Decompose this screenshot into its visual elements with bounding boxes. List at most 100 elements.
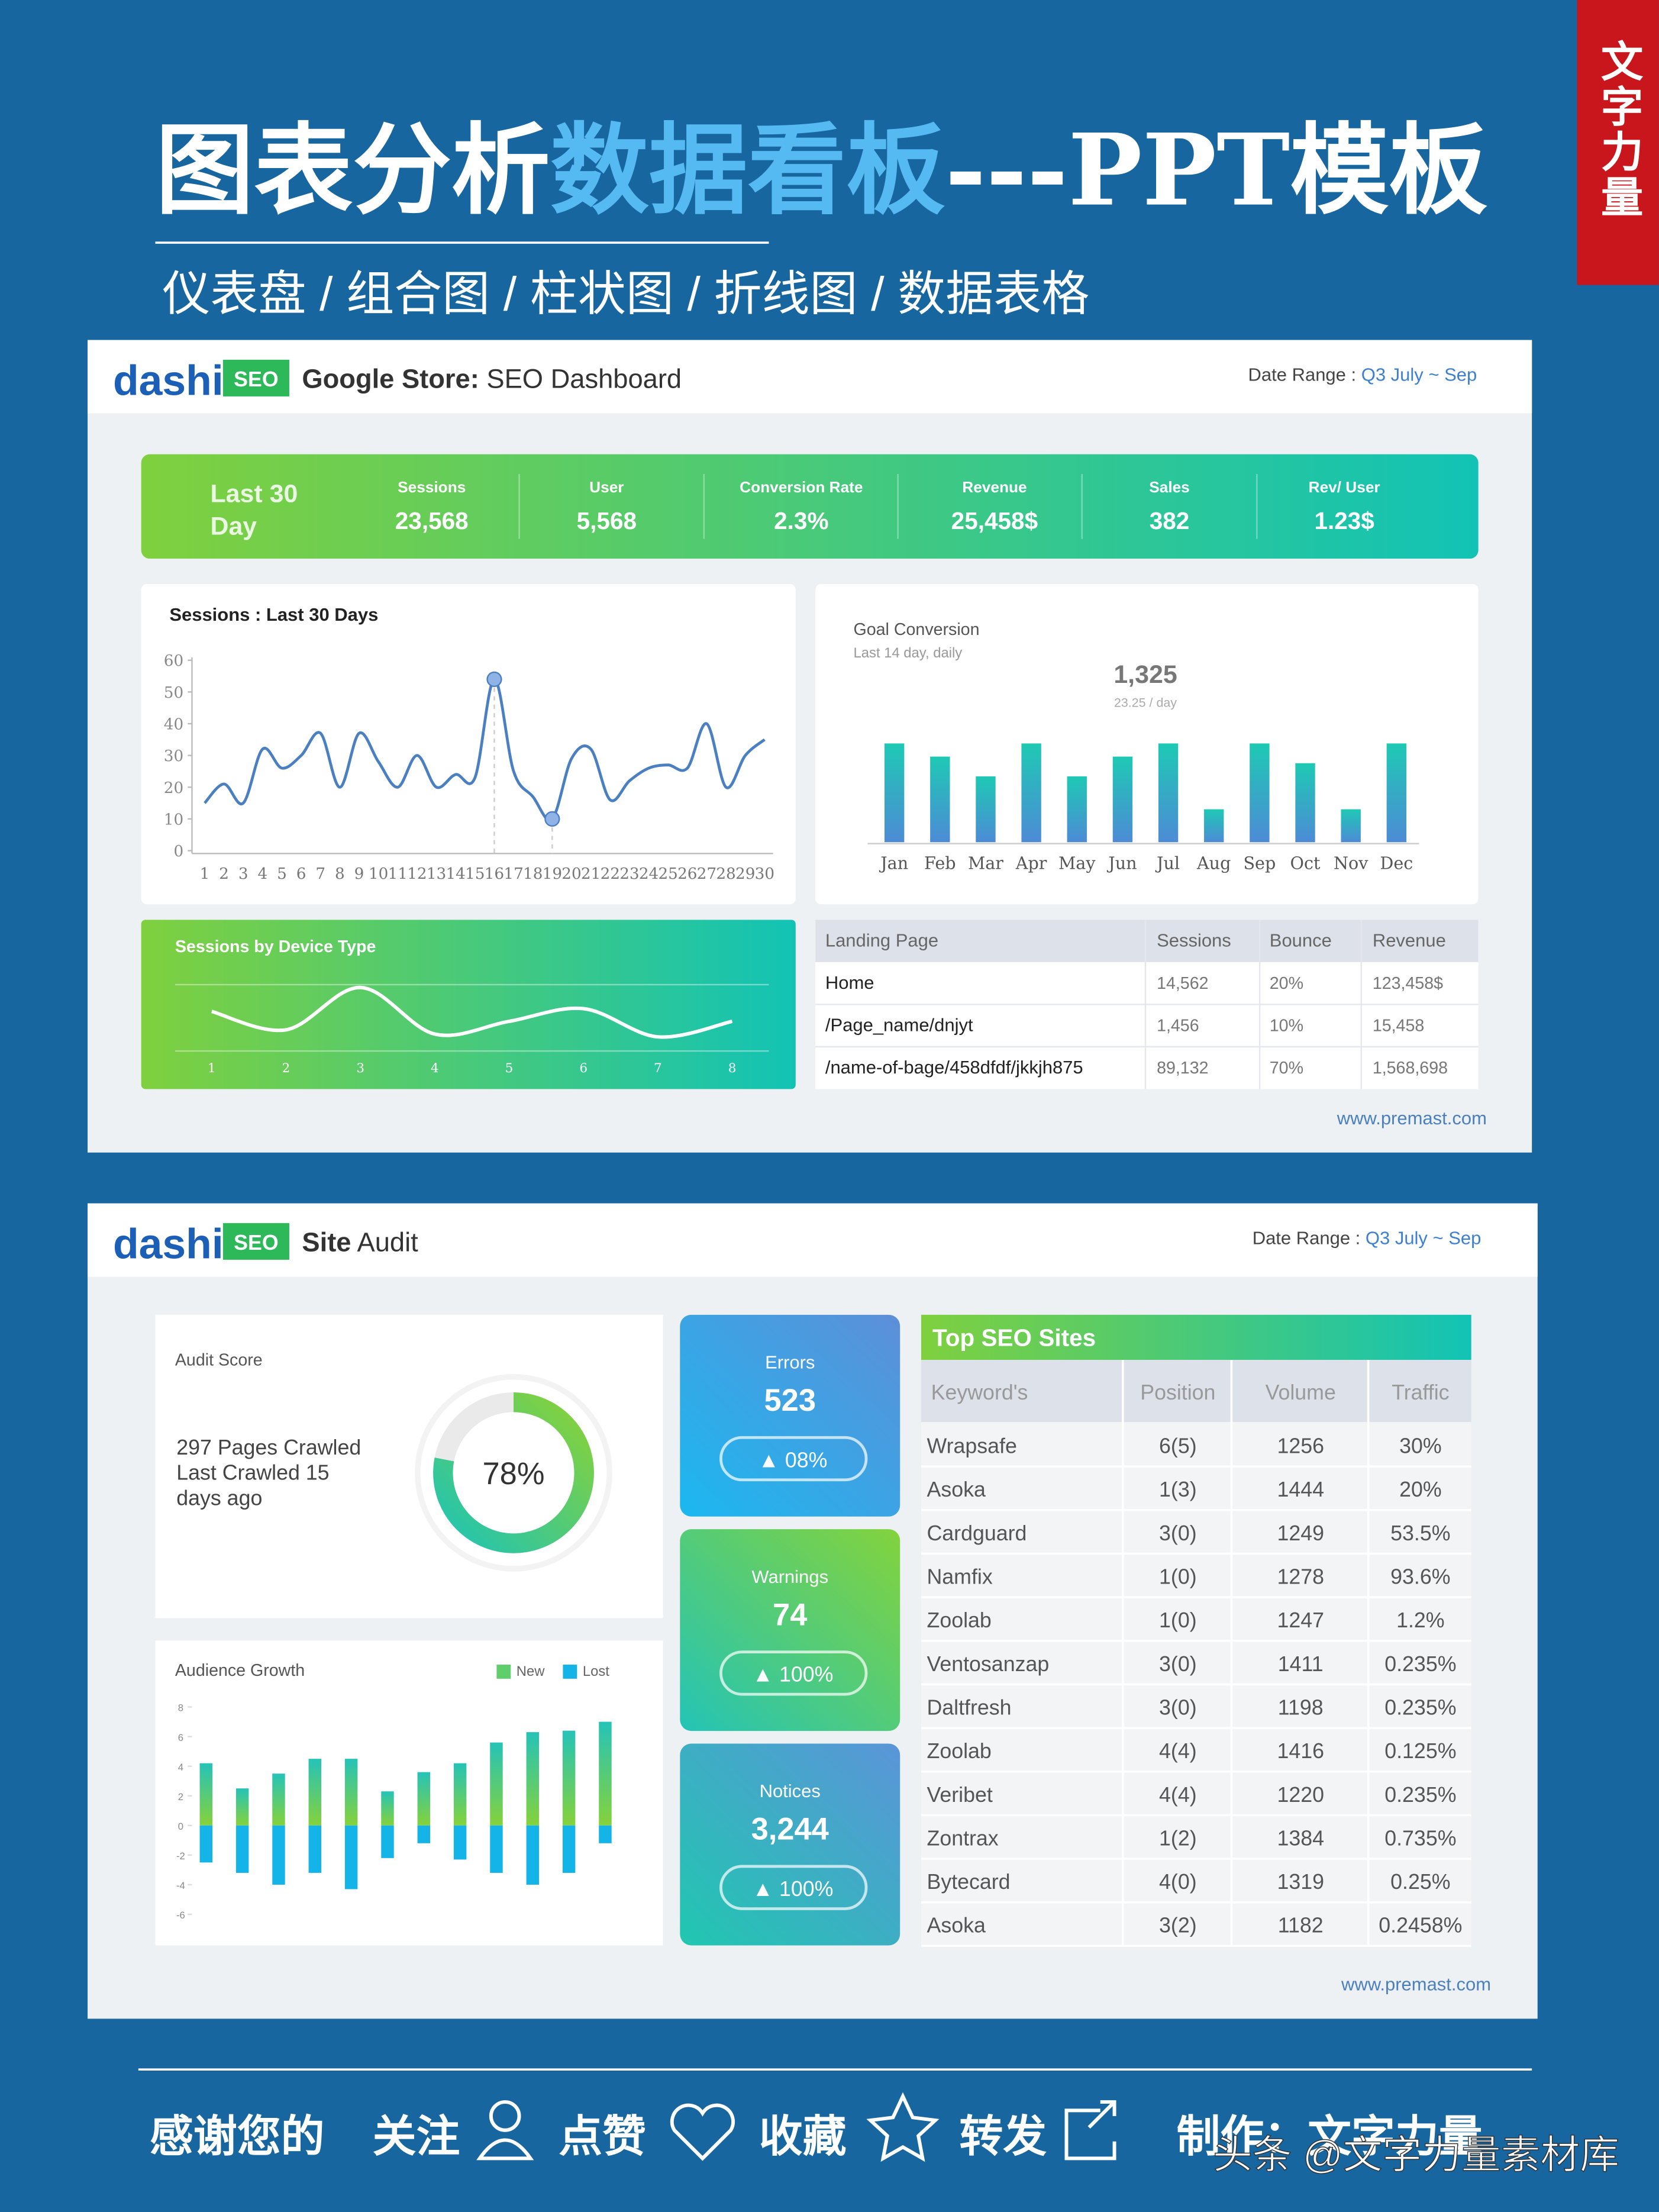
- kpi-value: 2.3%: [774, 507, 828, 534]
- table-cell: 0.235%: [1384, 1695, 1456, 1719]
- card: [141, 920, 796, 1089]
- x-tick-label: Sep: [1243, 853, 1276, 873]
- x-tick-label: Aug: [1196, 853, 1231, 873]
- follow-icon: [489, 2100, 521, 2132]
- table-cell: /Page_name/dnjyt: [825, 1015, 973, 1036]
- page-title: 图表分析数据看板---PPT模板: [155, 112, 1487, 228]
- chart-title: Audience Growth: [175, 1661, 305, 1680]
- kpi-value: 23,568: [395, 507, 469, 534]
- panel-header: [88, 1203, 1538, 1277]
- table-cell: Veribet: [927, 1783, 992, 1807]
- kpi-label: Sales: [1149, 478, 1190, 496]
- title-rest: SEO Dashboard: [479, 364, 682, 394]
- chart-title: Goal Conversion: [854, 620, 980, 639]
- bar: [453, 1825, 467, 1860]
- x-tick-label: 25: [658, 865, 677, 883]
- table-cell: 1(3): [1159, 1478, 1197, 1501]
- x-tick-label: Oct: [1290, 853, 1321, 873]
- table-cell: Daltfresh: [927, 1695, 1011, 1719]
- share-icon: [1064, 2100, 1116, 2161]
- table-cell: 1,456: [1157, 1017, 1199, 1036]
- table-cell: 1(0): [1159, 1608, 1197, 1632]
- footer-item: 关注: [373, 2111, 460, 2162]
- table-cell: 123,458$: [1373, 974, 1443, 993]
- table-title: Top SEO Sites: [932, 1324, 1096, 1351]
- table-header: Bounce: [1270, 930, 1332, 951]
- x-tick-label: 12: [407, 865, 427, 883]
- x-tick-label: 7: [315, 865, 325, 883]
- x-tick-label: 2: [282, 1061, 291, 1076]
- x-tick-label: 1: [200, 865, 210, 883]
- date-value: July ~ Sep: [1386, 365, 1477, 385]
- bar: [417, 1772, 431, 1826]
- x-tick-label: 22: [601, 865, 620, 883]
- bar: [344, 1759, 358, 1826]
- bar: [272, 1825, 285, 1885]
- bar: [1295, 763, 1315, 843]
- bar: [199, 1825, 213, 1863]
- legend-label: Lost: [583, 1663, 609, 1679]
- logo: dashi: [113, 1220, 224, 1268]
- kpi-label: Sessions: [398, 478, 466, 496]
- x-tick-label: 8: [335, 865, 345, 883]
- bar: [381, 1825, 394, 1858]
- table-cell: 1247: [1277, 1608, 1324, 1632]
- kpi-label: Rev/ User: [1309, 478, 1380, 496]
- like-icon: [670, 2103, 735, 2161]
- url: www.premast.com: [1337, 1108, 1487, 1128]
- bar: [417, 1825, 431, 1843]
- x-tick-label: Dec: [1380, 853, 1413, 873]
- card-label: Errors: [765, 1352, 815, 1372]
- y-tick-label: 40: [164, 715, 183, 733]
- table-cell: 1256: [1277, 1434, 1324, 1458]
- date-quarter: Q3: [1360, 1228, 1390, 1249]
- footer-item: 收藏: [759, 2111, 847, 2162]
- table-cell: Cardguard: [927, 1521, 1027, 1545]
- table-header: Landing Page: [825, 930, 938, 951]
- table-cell: 20%: [1399, 1478, 1442, 1501]
- per-day: 23.25 / day: [1114, 695, 1177, 710]
- panel-title: Site Audit: [302, 1227, 418, 1257]
- table-cell: 70%: [1270, 1059, 1303, 1078]
- x-tick-label: 20: [561, 865, 581, 883]
- y-tick-label: 4: [178, 1762, 183, 1773]
- bar: [308, 1759, 322, 1826]
- card-label: Audit Score: [175, 1351, 263, 1370]
- bar: [1158, 743, 1179, 843]
- watermark: 头条 @文字力量素材库: [1213, 2133, 1619, 2177]
- x-tick-label: 6: [296, 865, 306, 883]
- table-cell: 0.735%: [1384, 1826, 1456, 1850]
- date-quarter: Q3: [1356, 365, 1386, 385]
- table-cell: 4(4): [1159, 1739, 1197, 1763]
- card-change: ▲ 100%: [753, 1663, 834, 1687]
- x-tick-label: 8: [728, 1061, 737, 1076]
- table-cell: 1,568,698: [1373, 1059, 1448, 1078]
- y-tick-label: 20: [164, 779, 183, 797]
- x-tick-label: 16: [485, 865, 504, 883]
- gauge-arc: [433, 1392, 594, 1553]
- x-tick-label: 13: [427, 865, 446, 883]
- kpi-label: Conversion Rate: [740, 478, 863, 496]
- table-cell: 0.25%: [1390, 1870, 1450, 1894]
- bar: [1341, 809, 1361, 843]
- table-cell: 6(5): [1159, 1434, 1197, 1458]
- table-header: Volume: [1266, 1381, 1336, 1404]
- table-cell: Ventosanzap: [927, 1652, 1049, 1676]
- table-cell: 4(0): [1159, 1870, 1197, 1894]
- table-cell: 3(0): [1159, 1521, 1197, 1545]
- legend-label: New: [517, 1663, 545, 1679]
- table-header: Traffic: [1392, 1381, 1449, 1404]
- panel-title: Google Store: SEO Dashboard: [302, 364, 682, 394]
- table-cell: 1(0): [1159, 1565, 1197, 1588]
- table-header: Keyword's: [931, 1381, 1028, 1404]
- kpi-period: Last 30: [210, 480, 298, 508]
- x-tick-label: 17: [503, 865, 523, 883]
- badge-text: 文字力量: [1595, 40, 1644, 220]
- x-tick-label: 3: [238, 865, 248, 883]
- logo-tag-bg: [222, 1223, 289, 1260]
- table-cell: Zoolab: [927, 1608, 991, 1632]
- x-tick-label: 19: [543, 865, 562, 883]
- table-cell: 20%: [1270, 974, 1303, 993]
- x-tick-label: 10: [369, 865, 388, 883]
- bar: [1386, 743, 1407, 843]
